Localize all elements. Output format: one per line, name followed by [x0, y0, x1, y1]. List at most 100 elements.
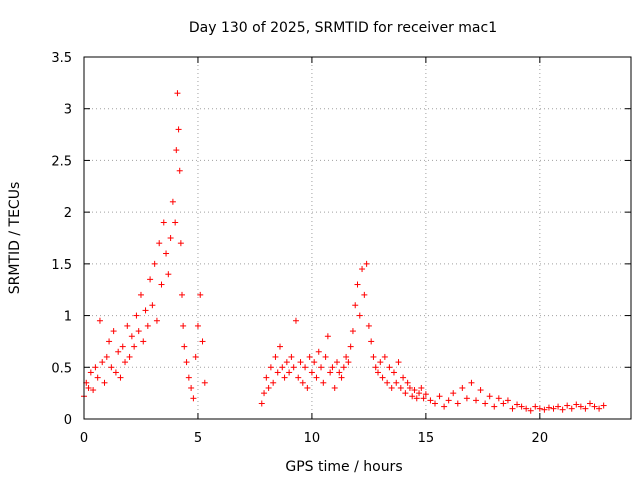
y-tick-label: 1.5 — [51, 258, 72, 273]
data-point — [272, 353, 279, 360]
data-point — [573, 401, 580, 408]
data-point — [147, 276, 154, 283]
data-point — [288, 353, 295, 360]
data-point — [397, 384, 404, 391]
data-point — [331, 384, 338, 391]
data-point — [265, 384, 272, 391]
data-point — [454, 400, 461, 407]
data-point — [600, 402, 607, 409]
data-point — [427, 397, 434, 404]
data-point — [258, 400, 265, 407]
data-point — [124, 322, 131, 329]
data-point — [482, 400, 489, 407]
data-point — [384, 379, 391, 386]
data-point — [151, 260, 158, 267]
data-point — [379, 374, 386, 381]
data-point — [140, 338, 147, 345]
data-point — [180, 322, 187, 329]
data-point — [106, 338, 113, 345]
data-point — [422, 391, 429, 398]
data-point — [90, 387, 97, 394]
data-point — [436, 393, 443, 400]
data-point — [290, 364, 297, 371]
data-point — [179, 291, 186, 298]
data-point — [165, 271, 172, 278]
y-tick-label: 0.5 — [51, 361, 72, 376]
data-point — [99, 359, 106, 366]
data-point — [473, 397, 480, 404]
chart-title: Day 130 of 2025, SRMTID for receiver mac… — [189, 20, 497, 36]
data-point — [183, 359, 190, 366]
data-point — [491, 403, 498, 410]
data-point — [101, 379, 108, 386]
data-point — [518, 403, 525, 410]
data-point — [261, 390, 268, 397]
data-point — [149, 302, 156, 309]
data-point — [504, 397, 511, 404]
data-point — [117, 374, 124, 381]
data-point — [308, 369, 315, 376]
data-point — [292, 317, 299, 324]
data-point — [297, 359, 304, 366]
data-point — [338, 374, 345, 381]
data-point — [596, 405, 603, 412]
data-point — [586, 400, 593, 407]
data-point — [363, 260, 370, 267]
data-point — [368, 338, 375, 345]
data-point — [174, 90, 181, 97]
data-point — [409, 393, 416, 400]
data-point — [313, 374, 320, 381]
data-point — [181, 343, 188, 350]
data-point — [167, 235, 174, 241]
data-point — [144, 322, 151, 329]
data-point — [406, 384, 413, 391]
data-point — [354, 281, 361, 288]
x-tick-label: 5 — [194, 431, 202, 446]
data-point — [169, 198, 176, 205]
data-point — [416, 390, 423, 397]
data-point — [390, 369, 397, 376]
data-point — [388, 384, 395, 391]
data-point — [386, 364, 393, 371]
data-point — [188, 384, 195, 391]
data-point — [564, 402, 571, 409]
y-axis-label: SRMTID / TECUs — [7, 182, 23, 295]
data-point — [372, 364, 379, 371]
y-tick-label: 3 — [64, 103, 72, 118]
data-point — [279, 364, 286, 371]
data-point — [463, 395, 470, 402]
data-point — [175, 126, 182, 133]
data-point — [550, 405, 557, 412]
data-point — [333, 359, 340, 366]
x-tick-label: 0 — [80, 431, 88, 446]
data-point — [267, 364, 274, 371]
data-point — [555, 403, 562, 410]
data-point — [375, 369, 382, 376]
data-point — [336, 369, 343, 376]
data-point — [404, 379, 411, 386]
data-point — [441, 403, 448, 410]
y-tick-label: 2 — [64, 206, 72, 221]
data-point — [115, 348, 122, 355]
data-point — [158, 281, 165, 288]
data-point — [445, 397, 452, 404]
data-point — [153, 317, 160, 324]
data-point — [352, 302, 359, 309]
data-point — [190, 395, 197, 402]
data-point — [514, 401, 521, 408]
data-point — [199, 338, 206, 345]
data-point — [541, 406, 548, 413]
data-point — [192, 353, 199, 360]
data-point — [377, 359, 384, 366]
data-point — [320, 379, 327, 386]
data-point — [370, 353, 377, 360]
data-point — [459, 384, 466, 391]
data-point — [559, 406, 566, 413]
data-point — [311, 359, 318, 366]
data-point — [270, 379, 277, 386]
data-point — [197, 291, 204, 298]
data-point — [381, 353, 388, 360]
data-point — [156, 240, 163, 247]
x-axis-label: GPS time / hours — [285, 459, 402, 475]
